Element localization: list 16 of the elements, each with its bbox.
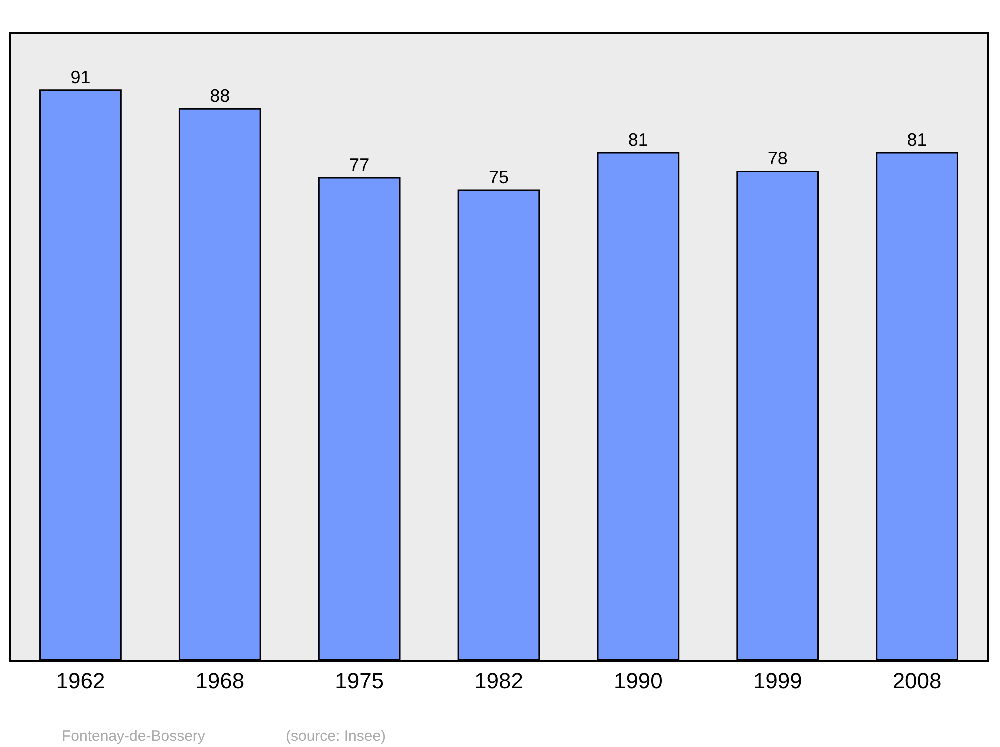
data-label: 81 [907,130,928,150]
data-label: 91 [70,67,91,88]
data-label: 78 [768,148,788,169]
text: Fontenay-de-Bossery [62,728,206,745]
data-label: 77 [350,154,370,175]
x-tick-label: 2008 [892,668,942,694]
x-tick-label: 1982 [474,668,524,694]
x-tick-label: 1962 [56,668,106,694]
x-tick-label: 1990 [614,668,663,694]
data-label: 88 [210,86,230,106]
x-tick-label: 1968 [196,668,245,694]
x-tick-label: 1999 [753,668,802,694]
data-label: 75 [488,168,510,188]
data-label: 81 [628,130,648,150]
x-tick-label: 1975 [335,668,384,694]
text: (source: Insee) [286,728,386,745]
